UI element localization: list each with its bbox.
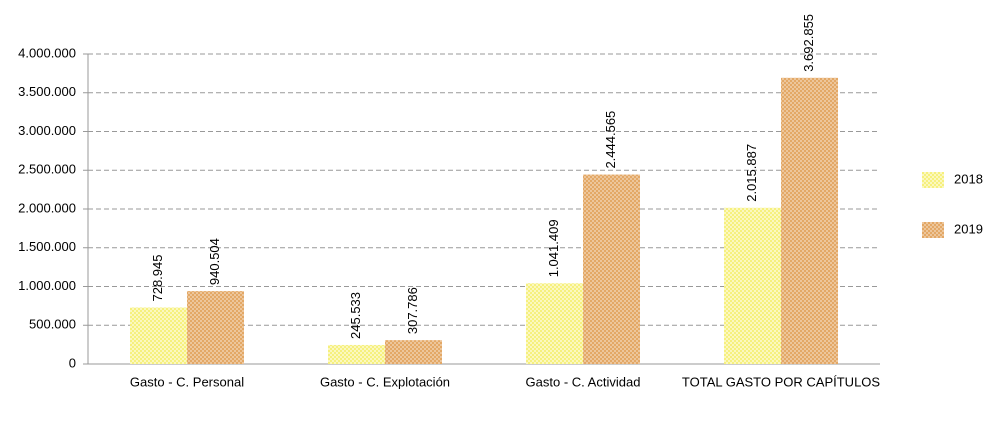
- value-label: 307.786: [405, 287, 420, 334]
- y-tick-label: 2.000.000: [18, 200, 76, 215]
- y-tick-label: 500.000: [29, 317, 76, 332]
- bar: [130, 307, 187, 364]
- y-tick-label: 2.500.000: [18, 162, 76, 177]
- value-label: 245.533: [348, 292, 363, 339]
- bar: [526, 283, 583, 364]
- bar: [385, 340, 442, 364]
- value-label: 3.692.855: [801, 14, 816, 72]
- legend-label: 2019: [954, 221, 983, 236]
- y-tick-label: 4.000.000: [18, 45, 76, 60]
- legend-label: 2018: [954, 171, 983, 186]
- value-label: 940.504: [207, 238, 222, 285]
- bar: [781, 77, 838, 364]
- x-tick-label: Gasto - C. Personal: [130, 374, 244, 389]
- value-label: 2.015.887: [744, 144, 759, 202]
- y-tick-label: 0: [69, 355, 76, 370]
- bar: [583, 174, 640, 364]
- y-tick-label: 1.000.000: [18, 278, 76, 293]
- legend-swatch: [922, 172, 944, 188]
- bar: [328, 344, 385, 364]
- y-tick-label: 3.000.000: [18, 123, 76, 138]
- x-tick-label: Gasto - C. Explotación: [320, 374, 450, 389]
- x-tick-label: TOTAL GASTO POR CAPÍTULOS: [682, 374, 881, 389]
- bar: [724, 207, 781, 364]
- value-label: 2.444.565: [603, 111, 618, 169]
- bar: [187, 291, 244, 364]
- y-tick-label: 1.500.000: [18, 239, 76, 254]
- value-label: 728.945: [150, 255, 165, 302]
- y-tick-label: 3.500.000: [18, 84, 76, 99]
- value-label: 1.041.409: [546, 219, 561, 277]
- x-tick-label: Gasto - C. Actividad: [526, 374, 641, 389]
- legend-swatch: [922, 222, 944, 238]
